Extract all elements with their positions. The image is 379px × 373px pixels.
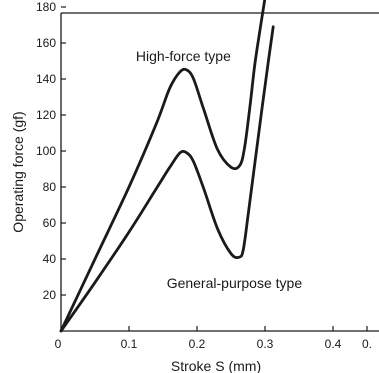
x-tick-label: 0.4 bbox=[325, 337, 342, 351]
y-tick-label: 80 bbox=[43, 180, 57, 194]
y-tick-label: 180 bbox=[36, 0, 56, 14]
plot-frame bbox=[60, 12, 379, 332]
x-tick-label: 0.1 bbox=[121, 337, 138, 351]
series-line-high-force bbox=[59, 0, 267, 333]
annotations: High-force type General-purpose type bbox=[136, 48, 302, 291]
x-ticks: 0 0.1 0.2 0.3 0.4 0. bbox=[55, 326, 372, 351]
x-tick-label: 0.3 bbox=[257, 337, 274, 351]
y-tick-label: 100 bbox=[36, 144, 56, 158]
series-line-general-purpose bbox=[59, 25, 275, 333]
y-tick-label: 160 bbox=[36, 36, 56, 50]
x-tick-label: 0. bbox=[362, 337, 372, 351]
annotation-general-purpose-type: General-purpose type bbox=[167, 275, 303, 291]
y-tick-label: 120 bbox=[36, 108, 56, 122]
x-axis-title: Stroke S (mm) bbox=[171, 358, 261, 373]
y-tick-label: 60 bbox=[43, 216, 57, 230]
annotation-high-force-type: High-force type bbox=[136, 48, 231, 64]
y-tick-label: 140 bbox=[36, 72, 56, 86]
x-tick-label: 0.2 bbox=[189, 337, 206, 351]
x-tick-label: 0 bbox=[55, 337, 62, 351]
y-tick-label: 20 bbox=[43, 288, 57, 302]
y-axis-title: Operating force (gf) bbox=[10, 111, 26, 232]
series-layer bbox=[59, 0, 275, 333]
y-ticks: 20 40 60 80 100 120 140 160 180 bbox=[36, 0, 66, 302]
y-tick-label: 40 bbox=[43, 252, 57, 266]
